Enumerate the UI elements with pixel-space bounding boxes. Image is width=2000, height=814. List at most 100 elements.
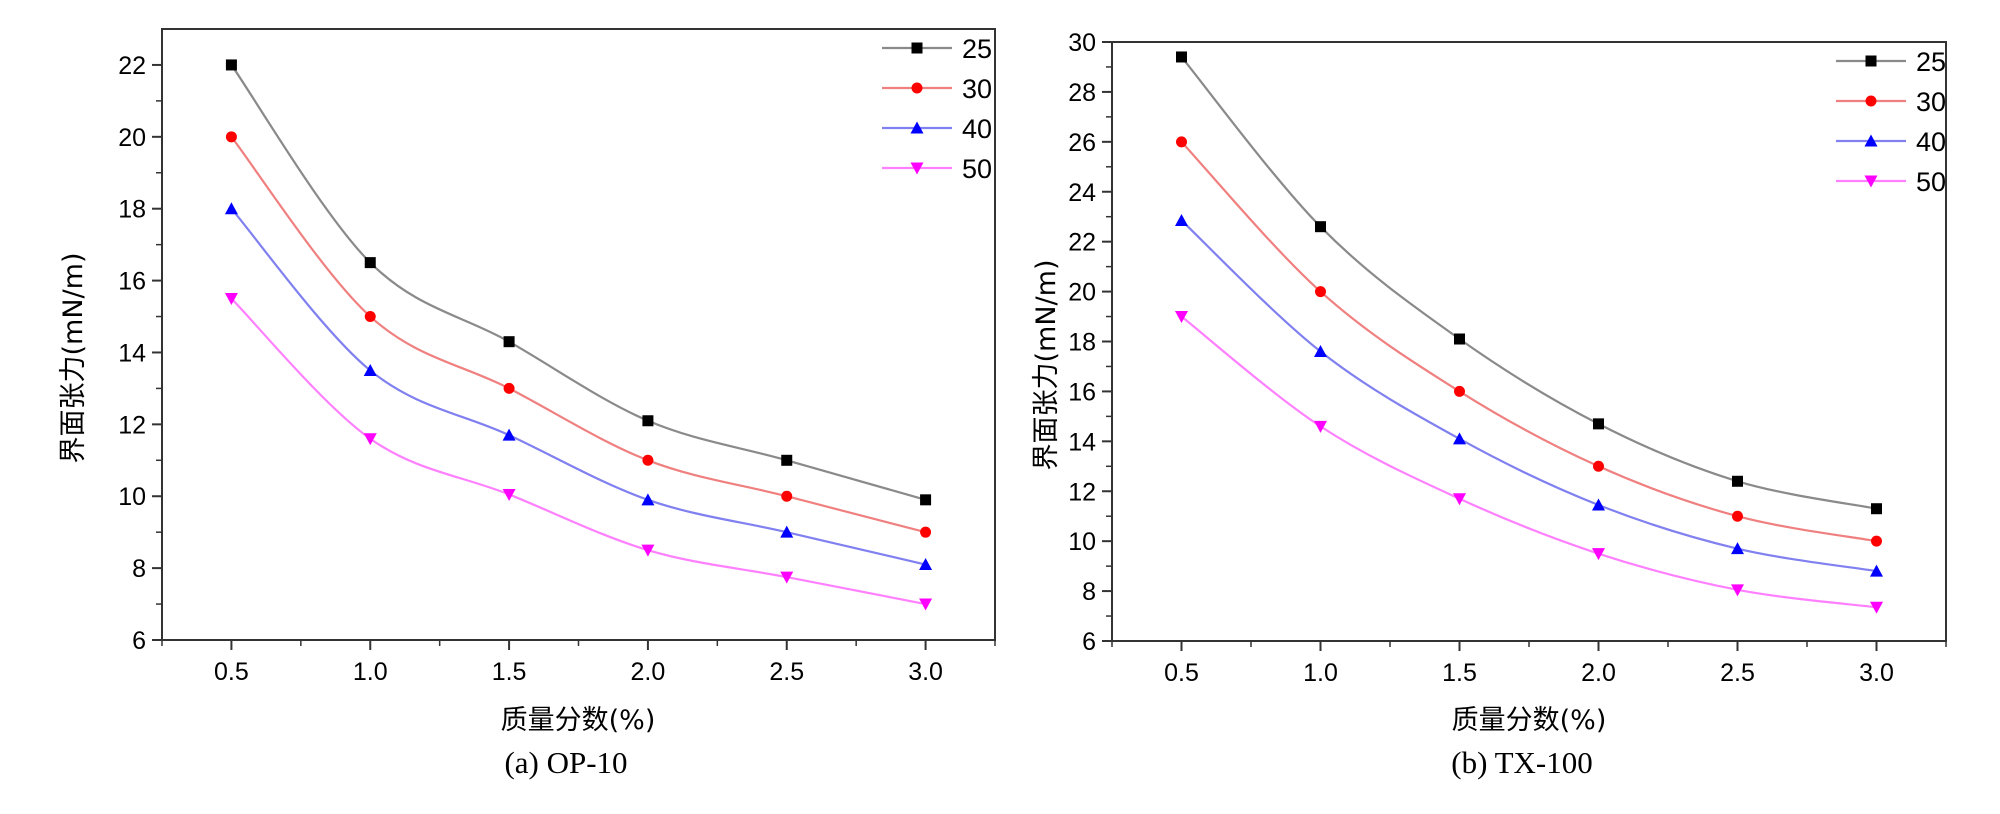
- data-point-30: [1871, 535, 1882, 547]
- y-tick-label: 24: [1068, 179, 1096, 207]
- data-point-40: [502, 428, 516, 441]
- x-axis-title: 质量分数(%): [501, 705, 656, 736]
- data-point-25: [503, 336, 515, 348]
- series-line-40: [230, 207, 926, 566]
- y-tick-label: 8: [132, 555, 146, 583]
- data-point-25: [642, 415, 654, 427]
- x-tick-label: 0.5: [1164, 659, 1199, 687]
- chart-caption: (a) OP-10: [504, 745, 627, 780]
- chart-caption: (b) TX-100: [1451, 745, 1592, 780]
- x-tick-label: 3.0: [1859, 659, 1894, 687]
- y-tick-label: 10: [1068, 528, 1096, 556]
- x-tick-label: 2.0: [1581, 659, 1616, 687]
- data-point-50: [1314, 420, 1327, 433]
- x-tick-label: 2.5: [1720, 659, 1755, 687]
- data-point-50: [780, 571, 794, 584]
- data-point-25: [920, 494, 932, 506]
- y-tick-label: 16: [118, 268, 146, 296]
- x-axis-ticks: 0.5 1.0 1.5 2.0 2.5 3.0: [161, 640, 996, 686]
- data-point-40: [1870, 564, 1883, 577]
- y-axis-title: 界面张力(mN/m): [58, 253, 89, 464]
- legend-marker-50: [910, 162, 924, 175]
- chart-panel-op10: 0.5 1.0 1.5 2.0 2.5 3.0 6 8 10 12 14 16 18 20 22 25 30…: [58, 28, 996, 780]
- series-line-50: [1180, 315, 1877, 609]
- data-point-40: [1175, 213, 1188, 226]
- legend-marker-30: [1865, 95, 1877, 107]
- y-tick-label: 28: [1068, 79, 1096, 107]
- legend-label-25: 25: [1916, 47, 1946, 77]
- data-point-30: [503, 382, 515, 394]
- y-tick-label: 20: [1068, 279, 1096, 307]
- data-point-25: [364, 257, 376, 269]
- data-point-30: [920, 526, 932, 538]
- y-tick-label: 14: [1068, 428, 1096, 456]
- data-point-50: [1731, 584, 1744, 597]
- y-tick-label: 22: [118, 52, 146, 80]
- legend: 25 30 40 50: [882, 34, 992, 184]
- data-point-50: [1870, 601, 1883, 614]
- x-tick-label: 2.5: [769, 658, 804, 686]
- series-line-40: [1180, 219, 1877, 573]
- series-layer: [224, 59, 933, 611]
- data-point-30: [364, 311, 376, 323]
- data-point-25: [781, 454, 793, 466]
- x-tick-label: 1.5: [1442, 659, 1477, 687]
- data-point-40: [1314, 344, 1327, 357]
- legend-label-50: 50: [962, 154, 992, 184]
- x-tick-label: 1.5: [492, 658, 527, 686]
- data-point-40: [363, 363, 377, 376]
- data-point-40: [1731, 542, 1744, 555]
- y-tick-label: 26: [1068, 129, 1096, 157]
- data-point-30: [1732, 510, 1743, 522]
- series-layer: [1175, 51, 1883, 614]
- data-point-50: [1453, 493, 1466, 506]
- legend-marker-25: [911, 42, 923, 54]
- chart-panel-tx100: 0.5 1.0 1.5 2.0 2.5 3.0 6 8 10 12 14 16 18 20 22 24 26 2…: [1031, 29, 1947, 780]
- data-point-25: [1315, 221, 1326, 233]
- data-point-30: [1176, 136, 1187, 148]
- data-point-50: [502, 488, 516, 501]
- data-point-50: [641, 544, 655, 557]
- legend-marker-30: [911, 82, 923, 94]
- y-tick-label: 16: [1068, 378, 1096, 406]
- data-point-25: [1593, 418, 1604, 430]
- data-point-30: [1593, 460, 1604, 472]
- x-tick-label: 3.0: [908, 658, 943, 686]
- data-point-40: [1453, 432, 1466, 445]
- y-tick-label: 22: [1068, 229, 1096, 257]
- y-tick-label: 8: [1082, 578, 1096, 606]
- y-tick-label: 12: [118, 411, 146, 439]
- data-point-30: [642, 454, 654, 466]
- x-tick-label: 2.0: [631, 658, 666, 686]
- data-point-25: [225, 59, 237, 71]
- legend-label-40: 40: [962, 114, 992, 144]
- y-axis-title: 界面张力(mN/m): [1031, 260, 1062, 471]
- series-line-25: [230, 64, 926, 501]
- legend-label-30: 30: [1916, 87, 1946, 117]
- y-tick-label: 12: [1068, 478, 1096, 506]
- legend-label-30: 30: [962, 74, 992, 104]
- data-point-50: [363, 433, 377, 446]
- x-axis-ticks: 0.5 1.0 1.5 2.0 2.5 3.0: [1111, 641, 1947, 687]
- series-line-50: [230, 297, 926, 606]
- y-tick-label: 14: [118, 339, 146, 367]
- legend-marker-40: [910, 121, 924, 134]
- y-tick-label: 30: [1068, 29, 1096, 57]
- data-point-50: [1592, 548, 1605, 561]
- data-point-30: [1315, 286, 1326, 298]
- data-point-50: [224, 293, 238, 306]
- data-point-40: [641, 493, 655, 506]
- data-point-40: [224, 202, 238, 215]
- y-tick-label: 6: [132, 627, 146, 655]
- x-axis-title: 质量分数(%): [1452, 705, 1607, 736]
- legend-marker-50: [1864, 175, 1878, 188]
- data-point-25: [1732, 475, 1743, 487]
- y-tick-label: 6: [1082, 628, 1096, 656]
- legend-label-40: 40: [1916, 127, 1946, 157]
- data-point-40: [1592, 498, 1605, 511]
- legend-label-50: 50: [1916, 167, 1946, 197]
- x-tick-label: 0.5: [214, 658, 249, 686]
- x-tick-label: 1.0: [1303, 659, 1338, 687]
